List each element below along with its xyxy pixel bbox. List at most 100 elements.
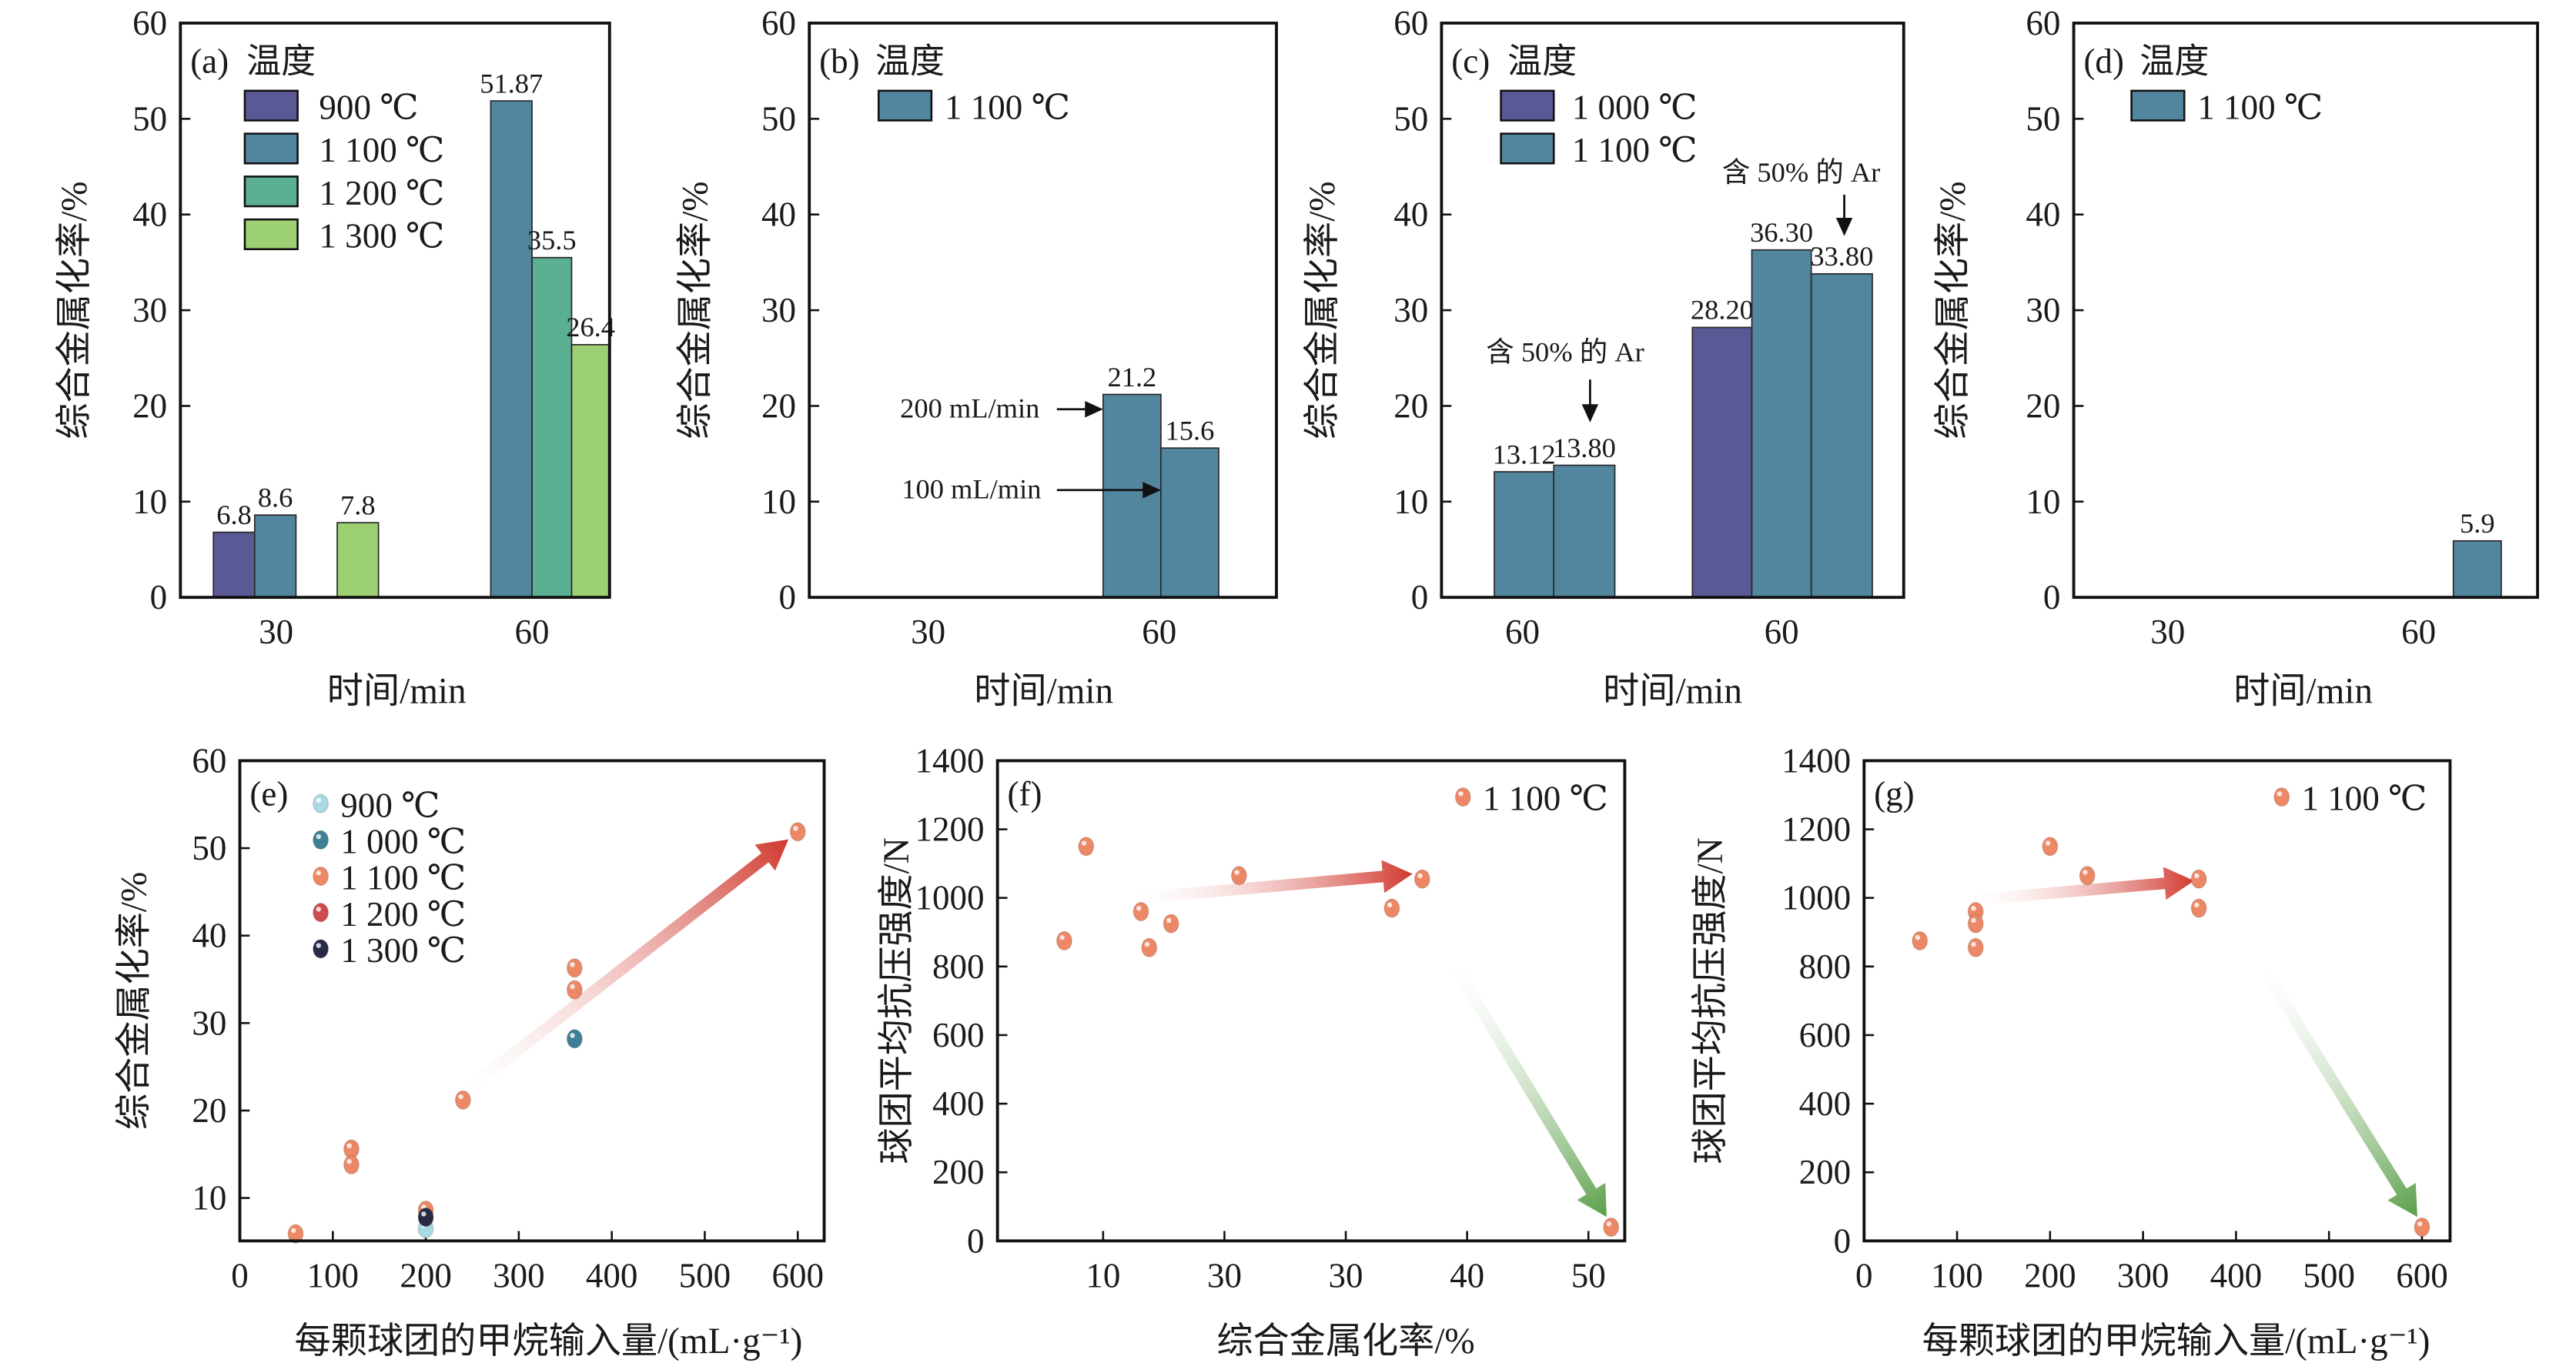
data-point-highlight	[458, 1094, 463, 1100]
x-tick-label: 300	[2117, 1256, 2170, 1295]
data-point-highlight	[1166, 917, 1172, 924]
data-point-highlight	[1971, 917, 1976, 924]
x-axis-title: 综合金属化率/%	[1216, 1321, 1474, 1361]
data-point	[1230, 866, 1247, 886]
y-tick-label: 10	[1393, 483, 1428, 521]
plot-frame	[1440, 22, 1905, 600]
y-tick-label: 50	[192, 829, 226, 867]
data-point	[1912, 930, 1929, 951]
legend-marker-highlight	[2277, 791, 2283, 797]
annotation-text: 100 mL/min	[902, 474, 1041, 505]
y-tick-label: 0	[150, 578, 168, 616]
x-tick-label: 200	[2024, 1256, 2076, 1295]
data-point	[1603, 1217, 1620, 1238]
data-point	[1132, 901, 1149, 922]
bar-value-label: 13.12	[1493, 439, 1556, 469]
plot-frame	[995, 759, 1627, 1243]
y-tick-label: 0	[1411, 578, 1429, 616]
y-tick-label: 30	[132, 291, 167, 329]
data-point	[566, 1029, 583, 1049]
bar	[1751, 249, 1812, 599]
bar-value-label: 51.87	[480, 68, 543, 99]
y-tick-label: 60	[192, 741, 226, 780]
y-axis-title: 球团平均抗压强度/N	[1691, 837, 1731, 1164]
legend-label: 1 200 ℃	[340, 895, 466, 934]
data-point	[566, 980, 583, 1000]
legend-marker	[313, 866, 330, 887]
x-tick-label: 40	[1450, 1256, 1484, 1295]
data-point-highlight	[570, 984, 575, 990]
trend-arrow	[2259, 967, 2417, 1218]
x-tick-label: 300	[493, 1256, 545, 1295]
legend-swatch	[243, 175, 299, 208]
x-axis-title: 时间/min	[327, 671, 467, 711]
x-axis-title: 每颗球团的甲烷输入量/(mL·g⁻¹)	[295, 1321, 803, 1361]
y-axis-title: 综合金属化率/%	[675, 181, 715, 439]
data-point	[2190, 869, 2207, 889]
data-point-highlight	[346, 1158, 352, 1164]
data-point-highlight	[570, 1033, 575, 1038]
data-point	[454, 1090, 471, 1110]
x-axis-title: 时间/min	[974, 671, 1113, 711]
y-axis-title: 球团平均抗压强度/N	[877, 837, 917, 1164]
data-point	[1078, 837, 1095, 857]
y-tick-label: 40	[2026, 195, 2060, 234]
y-tick-label: 60	[132, 4, 167, 42]
legend-label: 1 100 ℃	[1483, 780, 1608, 818]
data-point-highlight	[2045, 840, 2051, 846]
legend-swatch	[243, 218, 299, 251]
y-tick-label: 400	[932, 1084, 985, 1123]
data-point	[2042, 837, 2059, 857]
legend-marker	[313, 939, 330, 959]
panel-label: (e)	[249, 774, 288, 813]
panel-f: 0 200 400 600 800 1000 1200 1400 10 30 30 40 50 (f) 1 …	[877, 741, 1627, 1361]
plot-frame	[1862, 759, 2452, 1243]
legend-marker-highlight	[316, 907, 322, 912]
legend-label: 1 100 ℃	[945, 88, 1070, 126]
bar	[490, 100, 533, 599]
legend-marker-highlight	[316, 943, 322, 948]
y-tick-label: 800	[932, 947, 985, 986]
trend-arrow	[1139, 860, 1413, 904]
bar	[1494, 471, 1555, 599]
annotation-arrow-head	[1835, 218, 1853, 236]
data-point-highlight	[2194, 902, 2200, 907]
bar-value-label: 21.2	[1108, 362, 1157, 393]
legend-label: 900 ℃	[340, 786, 440, 824]
data-point	[1967, 937, 1984, 957]
y-tick-label: 40	[1393, 195, 1428, 234]
y-tick-label: 20	[761, 386, 796, 425]
bar-value-label: 15.6	[1166, 415, 1215, 446]
bar-value-label: 26.4	[566, 312, 615, 342]
x-tick-label: 500	[679, 1256, 731, 1295]
y-tick-label: 400	[1799, 1084, 1852, 1123]
x-tick-label: 60	[1505, 613, 1540, 651]
data-point	[2079, 866, 2096, 886]
data-point	[1055, 930, 1072, 951]
y-tick-label: 20	[192, 1091, 226, 1130]
data-point-highlight	[346, 1143, 352, 1148]
trend-arrow	[459, 839, 789, 1098]
y-tick-label: 1200	[1781, 810, 1851, 849]
data-point-highlight	[793, 826, 798, 831]
x-tick-label: 400	[2210, 1256, 2263, 1295]
data-point-highlight	[1136, 906, 1142, 911]
panel-b: 0 10 20 30 40 50 60 21.2 15.6 30 60 200 mL/min 100 m…	[675, 4, 1278, 711]
y-tick-label: 10	[132, 483, 167, 521]
data-point-highlight	[2083, 870, 2088, 875]
legend-marker	[313, 903, 330, 923]
x-tick-label: 200	[400, 1256, 452, 1295]
legend-swatch	[877, 89, 933, 122]
y-tick-label: 0	[967, 1221, 985, 1260]
y-tick-label: 0	[2043, 578, 2061, 616]
legend-marker-highlight	[316, 870, 322, 876]
bar-value-label: 7.8	[340, 489, 376, 520]
annotation-text: 含 50% 的 Ar	[1722, 157, 1880, 188]
y-tick-label: 1200	[915, 810, 984, 849]
data-point	[1413, 869, 1430, 889]
x-tick-label: 60	[2401, 613, 2436, 651]
data-point-highlight	[2194, 873, 2200, 879]
legend-title: 温度	[875, 42, 945, 80]
